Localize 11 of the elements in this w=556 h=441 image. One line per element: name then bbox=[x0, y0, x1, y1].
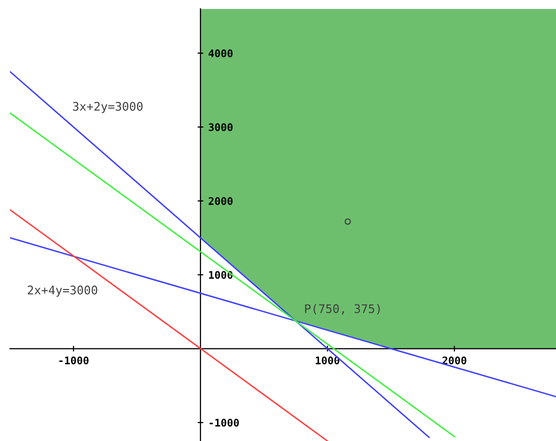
x-tick-label: 2000 bbox=[442, 356, 466, 364]
x-tick-label: -1000 bbox=[59, 356, 89, 364]
annotation: 3x+2y=3000 bbox=[73, 102, 143, 114]
y-tick-label: 1000 bbox=[209, 271, 233, 279]
y-tick-label: 4000 bbox=[208, 49, 233, 58]
annotation: 2x+4y=3000 bbox=[28, 286, 98, 297]
y-tick-label: -1000 bbox=[210, 418, 239, 427]
y-tick-label: 2000 bbox=[208, 197, 233, 206]
x-tick-label: 1000 bbox=[316, 356, 340, 364]
annotation: P(750, 375) bbox=[305, 304, 380, 315]
y-tick-label: 3000 bbox=[208, 123, 233, 132]
